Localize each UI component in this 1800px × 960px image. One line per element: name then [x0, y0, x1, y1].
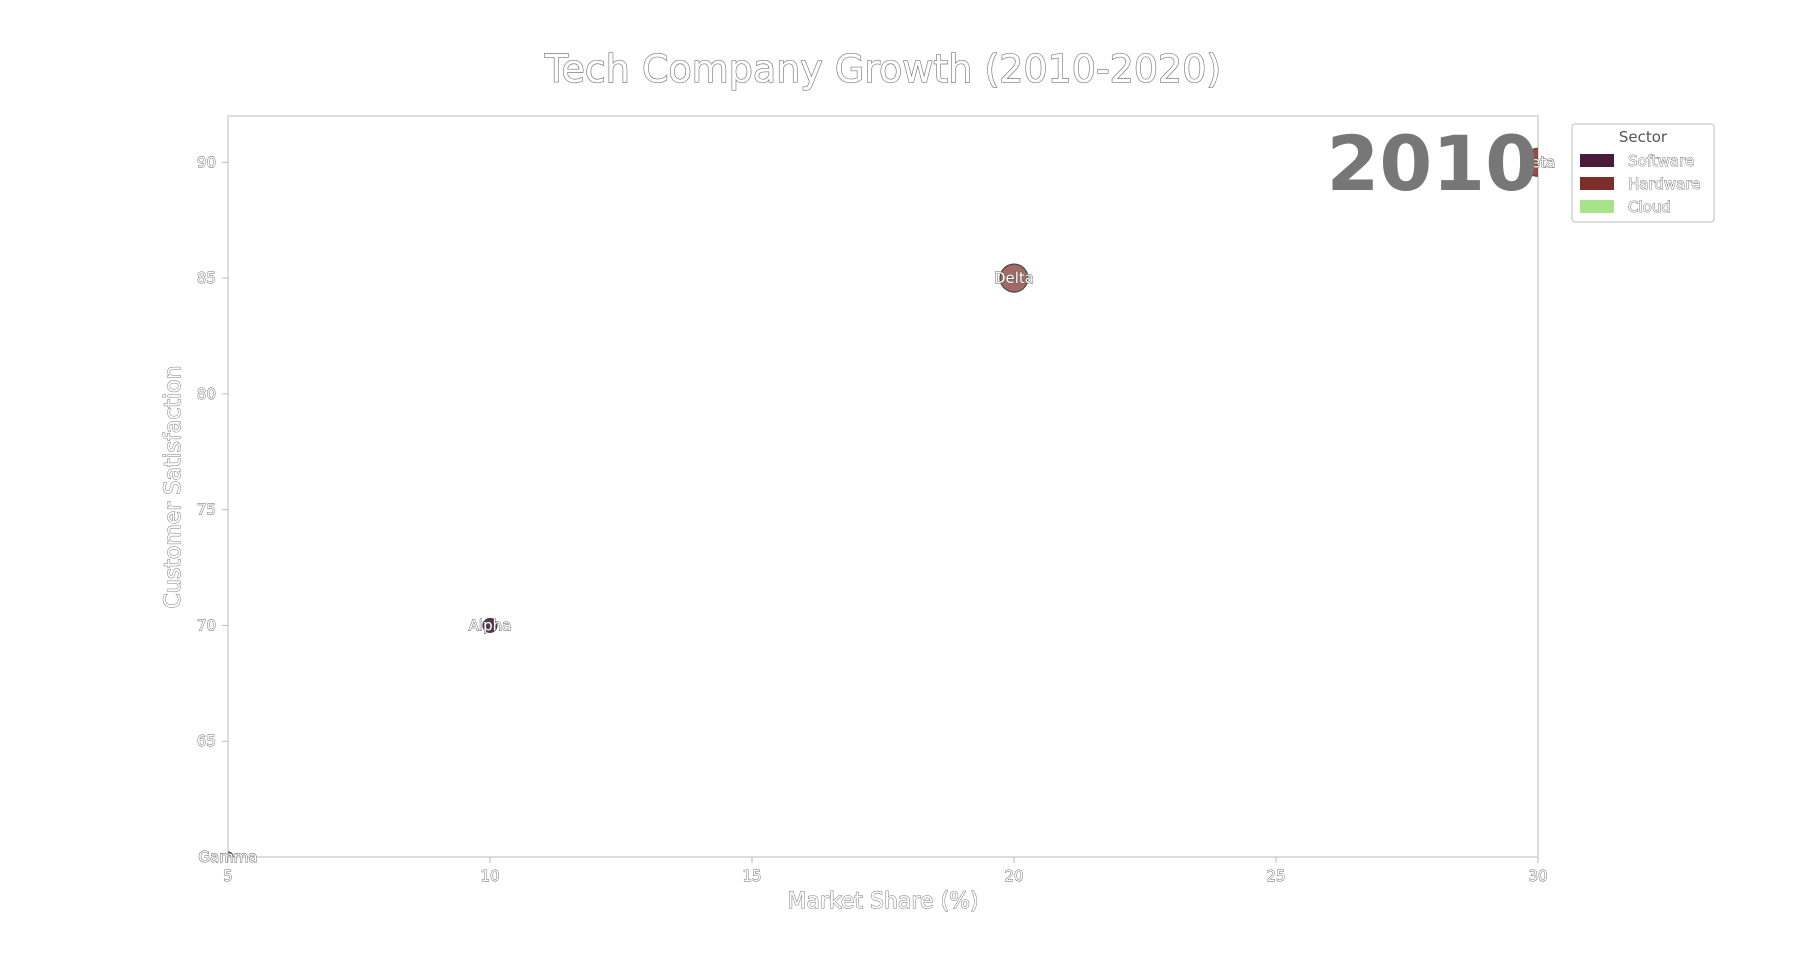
legend-entries: Software Hardware Cloud: [1580, 152, 1701, 216]
legend-swatch: [1580, 154, 1614, 167]
legend-swatch: [1580, 200, 1614, 213]
x-tick-label: 20: [1004, 867, 1023, 885]
data-point: [999, 263, 1029, 293]
y-tick-label: 75: [197, 501, 216, 519]
y-axis-ticks: 65 70 75 80 85 90: [196, 153, 228, 751]
chart-title: Tech Company Growth (2010-2020): [544, 47, 1221, 91]
data-point-label: Gamma: [198, 848, 257, 866]
x-tick-label: 10: [480, 867, 499, 885]
y-tick-label: 90: [197, 153, 216, 171]
data-point-labels: Alpha Delta Beta Gamma: [198, 153, 1556, 867]
data-point-label: Delta: [994, 269, 1034, 287]
y-tick-label: 85: [197, 269, 216, 287]
legend-entry-label: Cloud: [1628, 198, 1671, 216]
data-point-label: Beta: [1521, 153, 1556, 171]
data-point: [1523, 147, 1538, 177]
year-label: 2010: [1326, 119, 1538, 208]
legend-entry-label: Software: [1628, 152, 1694, 170]
legend-entry-label: Hardware: [1628, 175, 1700, 193]
y-axis-label: Customer Satisfaction: [161, 366, 186, 609]
legend-swatch: [1580, 177, 1614, 190]
legend-title: Sector: [1619, 128, 1668, 146]
y-tick-label: 70: [197, 616, 216, 634]
data-points: [228, 147, 1538, 857]
x-axis-ticks: 5 10 15 20 25 30: [223, 857, 1548, 885]
y-tick-label: 80: [197, 385, 216, 403]
plot-frame: [227, 115, 1539, 858]
x-tick-label: 5: [223, 867, 233, 885]
legend: Sector Software Hardware Cloud: [1571, 123, 1715, 223]
x-tick-label: 15: [742, 867, 761, 885]
y-tick-label: 65: [197, 732, 216, 750]
x-tick-label: 30: [1528, 867, 1547, 885]
x-axis-label: Market Share (%): [787, 889, 978, 914]
data-point: [482, 617, 498, 634]
x-tick-label: 25: [1266, 867, 1285, 885]
data-point: [228, 851, 234, 857]
data-point-label: Alpha: [469, 616, 512, 634]
legend-frame: [1571, 123, 1715, 223]
